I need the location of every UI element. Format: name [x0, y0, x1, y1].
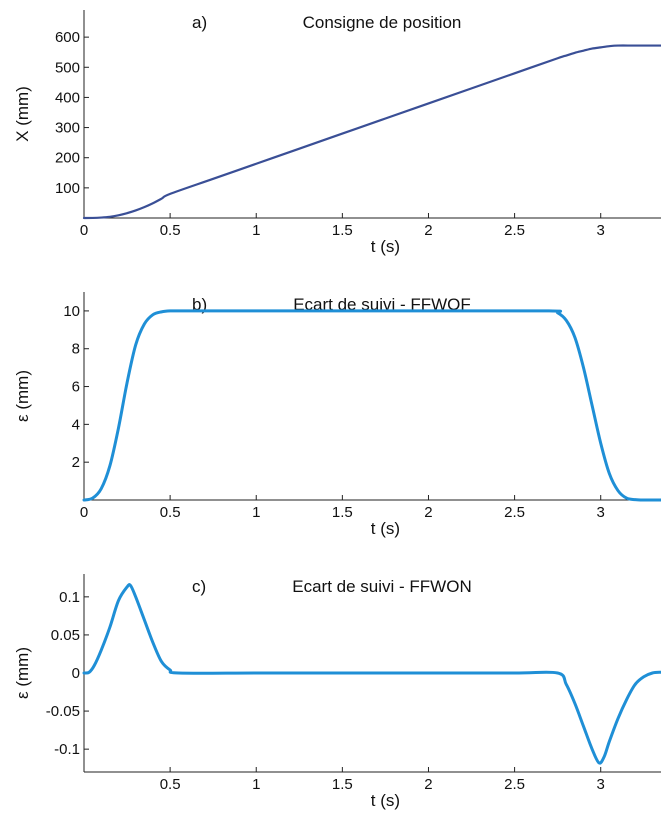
x-tick-label: 2 — [424, 776, 432, 793]
y-tick-label: 200 — [55, 150, 80, 167]
y-tick-label: 100 — [55, 180, 80, 197]
y-tick-label: 0 — [72, 665, 80, 682]
x-tick-label: 1 — [252, 222, 260, 239]
chart-title: Consigne de position — [303, 13, 462, 32]
x-tick-label: 2.5 — [504, 504, 525, 521]
y-axis-label: X (mm) — [13, 86, 32, 142]
chart-panel-3: 0.5 1 1.5 2 2.5 3 -0.1 -0.05 0 0.05 0.1 t (s) ε (mm)… — [13, 574, 661, 810]
x-tick-label: 3 — [597, 504, 605, 521]
y-tick-label: -0.05 — [46, 703, 80, 720]
y-tick-label: 500 — [55, 59, 80, 76]
y-axis-label: ε (mm) — [13, 370, 32, 422]
series-line-2 — [82, 309, 661, 502]
x-tick-label: 0 — [80, 504, 88, 521]
y-tick-label: 4 — [72, 416, 80, 433]
x-tick-label: 1 — [252, 776, 260, 793]
y-tick-label: 10 — [63, 303, 80, 320]
x-tick-label: 3 — [597, 222, 605, 239]
x-tick-label: 1.5 — [332, 222, 353, 239]
panel-label: a) — [192, 13, 207, 32]
x-axis-label: t (s) — [371, 519, 400, 538]
panel-label: c) — [192, 577, 206, 596]
x-tick-label: 0.5 — [160, 776, 181, 793]
y-tick-label: 300 — [55, 120, 80, 137]
chart-panel-2: 0 0.5 1 1.5 2 2.5 3 2 4 6 8 10 t (s) ε (mm) b) Ecart de… — [13, 292, 661, 538]
x-tick-label: 2.5 — [504, 222, 525, 239]
y-tick-label: 0.1 — [59, 589, 80, 606]
x-tick-label: 0.5 — [160, 504, 181, 521]
series-line-3 — [82, 583, 661, 765]
x-tick-label: 2 — [424, 504, 432, 521]
chart-title: Ecart de suivi - FFWOF — [293, 295, 471, 314]
x-tick-label: 0 — [80, 222, 88, 239]
x-tick-label: 2.5 — [504, 776, 525, 793]
y-tick-label: 400 — [55, 89, 80, 106]
y-axis-label: ε (mm) — [13, 647, 32, 699]
x-tick-label: 1 — [252, 504, 260, 521]
x-tick-label: 1.5 — [332, 504, 353, 521]
x-axis-label: t (s) — [371, 237, 400, 256]
chart-panel-1: 0 0.5 1 1.5 2 2.5 3 100 200 300 400 500 600 t (s) X (m… — [13, 10, 661, 256]
x-tick-label: 1.5 — [332, 776, 353, 793]
series-line-1 — [82, 44, 661, 220]
x-axis-label: t (s) — [371, 791, 400, 810]
y-tick-label: 2 — [72, 454, 80, 471]
y-tick-label: 6 — [72, 379, 80, 396]
x-tick-label: 2 — [424, 222, 432, 239]
panel-label: b) — [192, 295, 207, 314]
y-tick-label: 0.05 — [51, 627, 80, 644]
y-tick-label: -0.1 — [54, 741, 80, 758]
chart-title: Ecart de suivi - FFWON — [292, 577, 471, 596]
y-tick-label: 8 — [72, 341, 80, 358]
x-tick-label: 0.5 — [160, 222, 181, 239]
x-tick-label: 3 — [597, 776, 605, 793]
y-tick-label: 600 — [55, 29, 80, 46]
